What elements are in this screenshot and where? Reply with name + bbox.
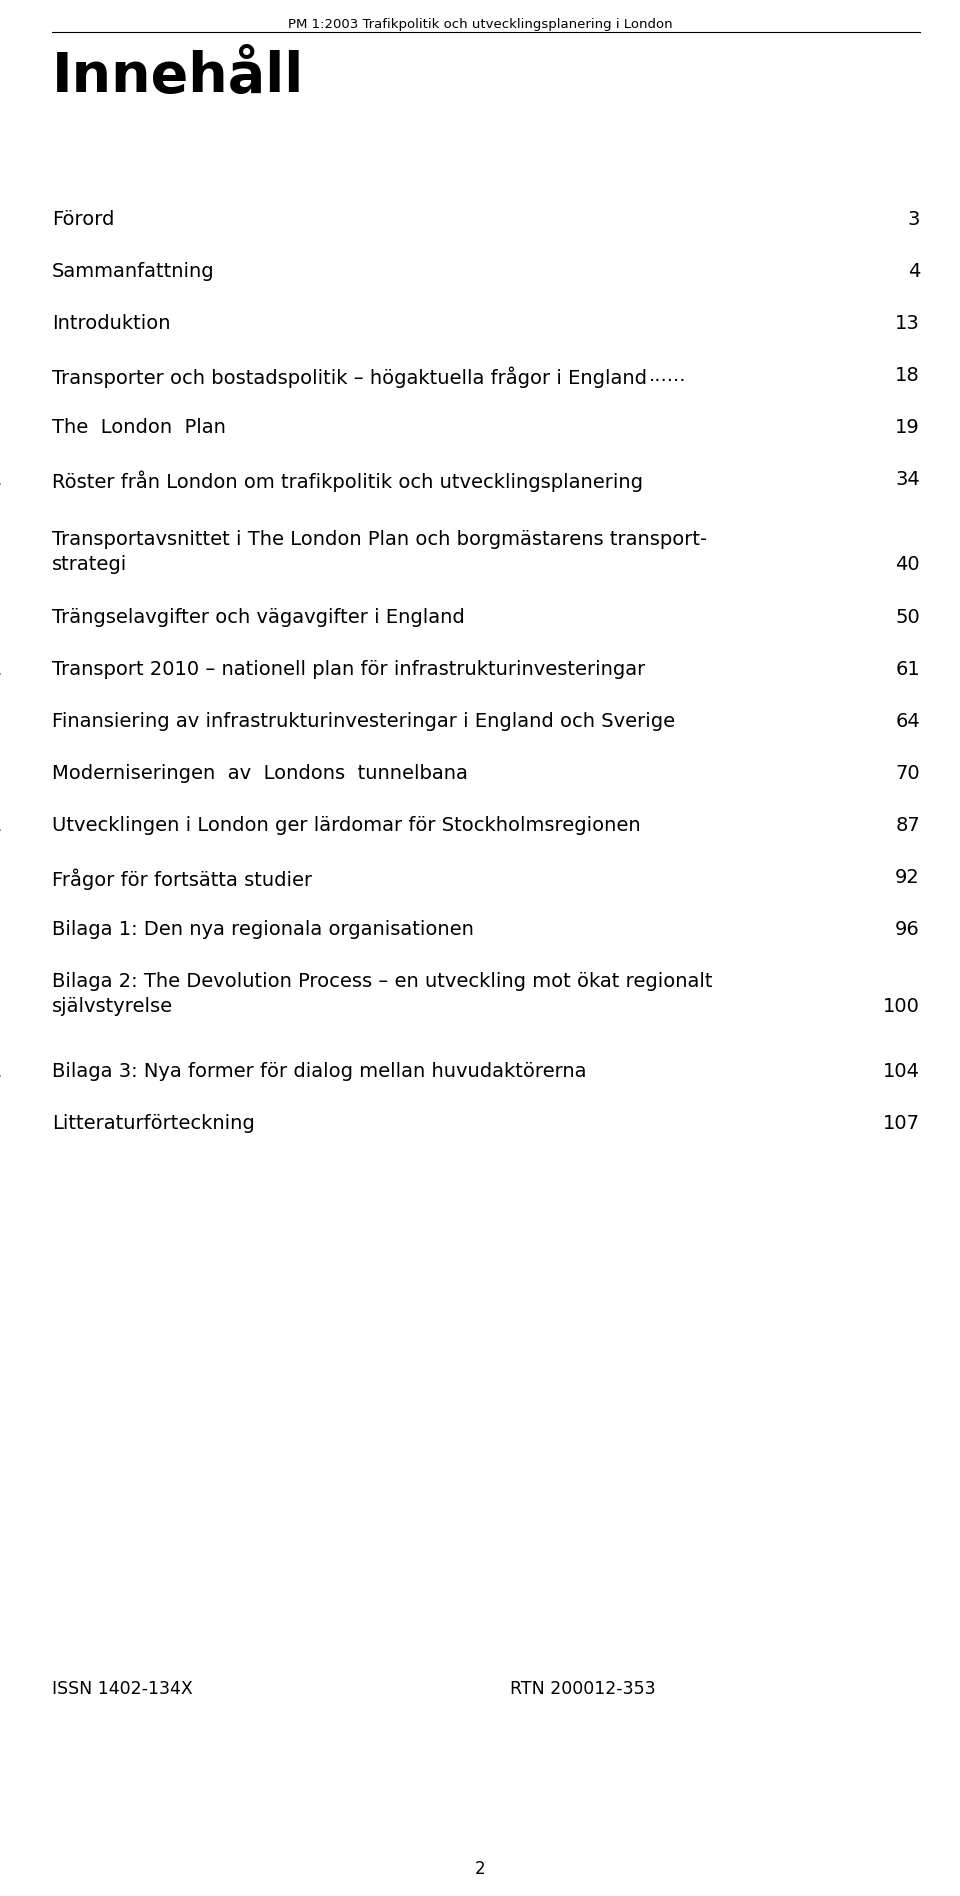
- Text: Moderniseringen  av  Londons  tunnelbana: Moderniseringen av Londons tunnelbana: [52, 764, 468, 783]
- Text: 19: 19: [896, 417, 920, 436]
- Text: 2: 2: [474, 1860, 486, 1879]
- Text: Frågor för fortsätta studier: Frågor för fortsätta studier: [52, 868, 312, 889]
- Text: 40: 40: [896, 556, 920, 574]
- Text: RTN 200012-353: RTN 200012-353: [510, 1680, 656, 1699]
- Text: 61: 61: [896, 660, 920, 679]
- Text: 92: 92: [896, 868, 920, 887]
- Text: Finansiering av infrastrukturinvesteringar i England och Sverige: Finansiering av infrastrukturinvestering…: [52, 713, 675, 732]
- Text: 70: 70: [896, 764, 920, 783]
- Text: 50: 50: [896, 609, 920, 628]
- Text: 104: 104: [883, 1062, 920, 1081]
- Text: ISSN 1402-134X: ISSN 1402-134X: [52, 1680, 193, 1699]
- Text: 64: 64: [896, 713, 920, 732]
- Text: Sammanfattning: Sammanfattning: [52, 262, 215, 281]
- Text: ......: ......: [0, 660, 4, 679]
- Text: 3: 3: [907, 210, 920, 229]
- Text: ......: ......: [0, 1062, 4, 1081]
- Text: Bilaga 3: Nya former för dialog mellan huvudaktörerna: Bilaga 3: Nya former för dialog mellan h…: [52, 1062, 587, 1081]
- Text: Transporter och bostadspolitik – högaktuella frågor i England: Transporter och bostadspolitik – högaktu…: [52, 366, 647, 387]
- Text: 96: 96: [896, 920, 920, 939]
- Text: Transport 2010 – nationell plan för infrastrukturinvesteringar: Transport 2010 – nationell plan för infr…: [52, 660, 645, 679]
- Text: strategi: strategi: [52, 556, 128, 574]
- Text: Innehåll: Innehåll: [52, 49, 304, 104]
- Text: .: .: [52, 959, 59, 978]
- Text: Transportavsnittet i The London Plan och borgmästarens transport-: Transportavsnittet i The London Plan och…: [52, 531, 708, 550]
- Text: 13: 13: [896, 315, 920, 334]
- Text: Bilaga 2: The Devolution Process – en utveckling mot ökat regionalt: Bilaga 2: The Devolution Process – en ut…: [52, 973, 712, 992]
- Text: PM 1:2003 Trafikpolitik och utvecklingsplanering i London: PM 1:2003 Trafikpolitik och utvecklingsp…: [288, 17, 672, 30]
- Text: 34: 34: [896, 470, 920, 489]
- Text: Röster från London om trafikpolitik och utvecklingsplanering: Röster från London om trafikpolitik och …: [52, 470, 643, 491]
- Text: 18: 18: [896, 366, 920, 385]
- Text: The  London  Plan: The London Plan: [52, 417, 226, 436]
- Text: Förord: Förord: [52, 210, 114, 229]
- Text: ......: ......: [0, 815, 4, 834]
- Text: Bilaga 1: Den nya regionala organisationen: Bilaga 1: Den nya regionala organisation…: [52, 920, 474, 939]
- Text: Litteraturförteckning: Litteraturförteckning: [52, 1115, 254, 1134]
- Text: Introduktion: Introduktion: [52, 315, 171, 334]
- Text: 4: 4: [907, 262, 920, 281]
- Text: 107: 107: [883, 1115, 920, 1134]
- Text: 100: 100: [883, 997, 920, 1016]
- Text: självstyrelse: självstyrelse: [52, 997, 173, 1016]
- Text: ......: ......: [0, 470, 4, 489]
- Text: Trängselavgifter och vägavgifter i England: Trängselavgifter och vägavgifter i Engla…: [52, 609, 465, 628]
- Text: ......: ......: [649, 366, 686, 385]
- Text: 87: 87: [896, 815, 920, 834]
- Text: Utvecklingen i London ger lärdomar för Stockholmsregionen: Utvecklingen i London ger lärdomar för S…: [52, 815, 640, 834]
